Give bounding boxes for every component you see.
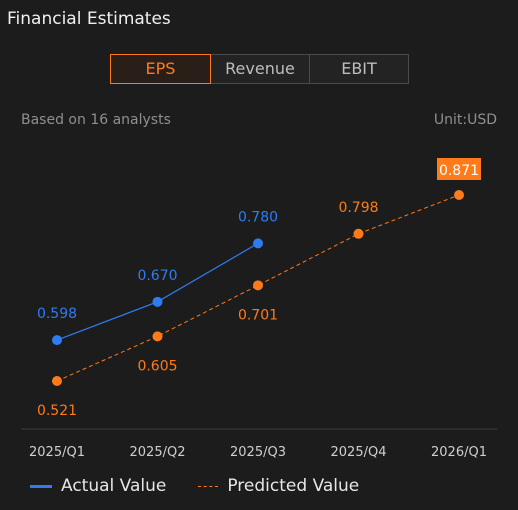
predicted-point — [152, 331, 163, 342]
legend-predicted-label: Predicted Value — [227, 476, 360, 496]
eps-chart: 2025/Q1 2025/Q2 2025/Q3 2025/Q4 2026/Q1 0.521… — [21, 158, 497, 460]
predicted-data-label: 0.521 — [37, 403, 77, 419]
x-tick-label: 2025/Q1 — [29, 445, 85, 460]
tab-revenue[interactable]: Revenue — [211, 54, 310, 84]
predicted-point — [52, 376, 62, 386]
actual-data-label: 0.670 — [137, 268, 177, 284]
actual-point — [52, 335, 62, 346]
x-tick-label: 2025/Q4 — [331, 445, 387, 460]
metric-tabs: EPS Revenue EBIT — [110, 54, 409, 84]
tab-eps[interactable]: EPS — [110, 54, 211, 84]
actual-data-label: 0.598 — [37, 306, 77, 322]
predicted-data-label: 0.701 — [238, 307, 278, 323]
x-tick-label: 2025/Q3 — [230, 445, 286, 460]
legend-predicted[interactable]: Predicted Value — [198, 476, 359, 496]
predicted-data-label: 0.871 — [439, 163, 479, 179]
x-tick-label: 2026/Q1 — [431, 445, 487, 460]
actual-point — [152, 296, 163, 307]
legend-predicted-swatch — [198, 485, 219, 487]
legend-actual[interactable]: Actual Value — [30, 476, 166, 496]
predicted-point — [353, 228, 364, 239]
predicted-data-label: 0.798 — [338, 200, 378, 216]
actual-series-line — [56, 242, 259, 341]
predicted-point — [253, 280, 263, 291]
actual-data-label: 0.780 — [238, 209, 278, 225]
predicted-data-label: 0.605 — [137, 358, 177, 374]
legend-actual-label: Actual Value — [61, 476, 167, 496]
legend: Actual Value Predicted Value — [30, 476, 391, 496]
predicted-point — [454, 190, 464, 200]
predicted-highlight-badge — [437, 158, 481, 180]
legend-actual-swatch — [30, 484, 52, 488]
page-title: Financial Estimates — [7, 9, 171, 29]
x-tick-label: 2025/Q2 — [130, 445, 186, 460]
predicted-series-line — [56, 194, 460, 382]
unit-label: Unit:USD — [433, 112, 497, 128]
analyst-count: Based on 16 analysts — [21, 112, 171, 128]
tab-ebit[interactable]: EBIT — [310, 54, 409, 84]
actual-point — [253, 238, 263, 249]
